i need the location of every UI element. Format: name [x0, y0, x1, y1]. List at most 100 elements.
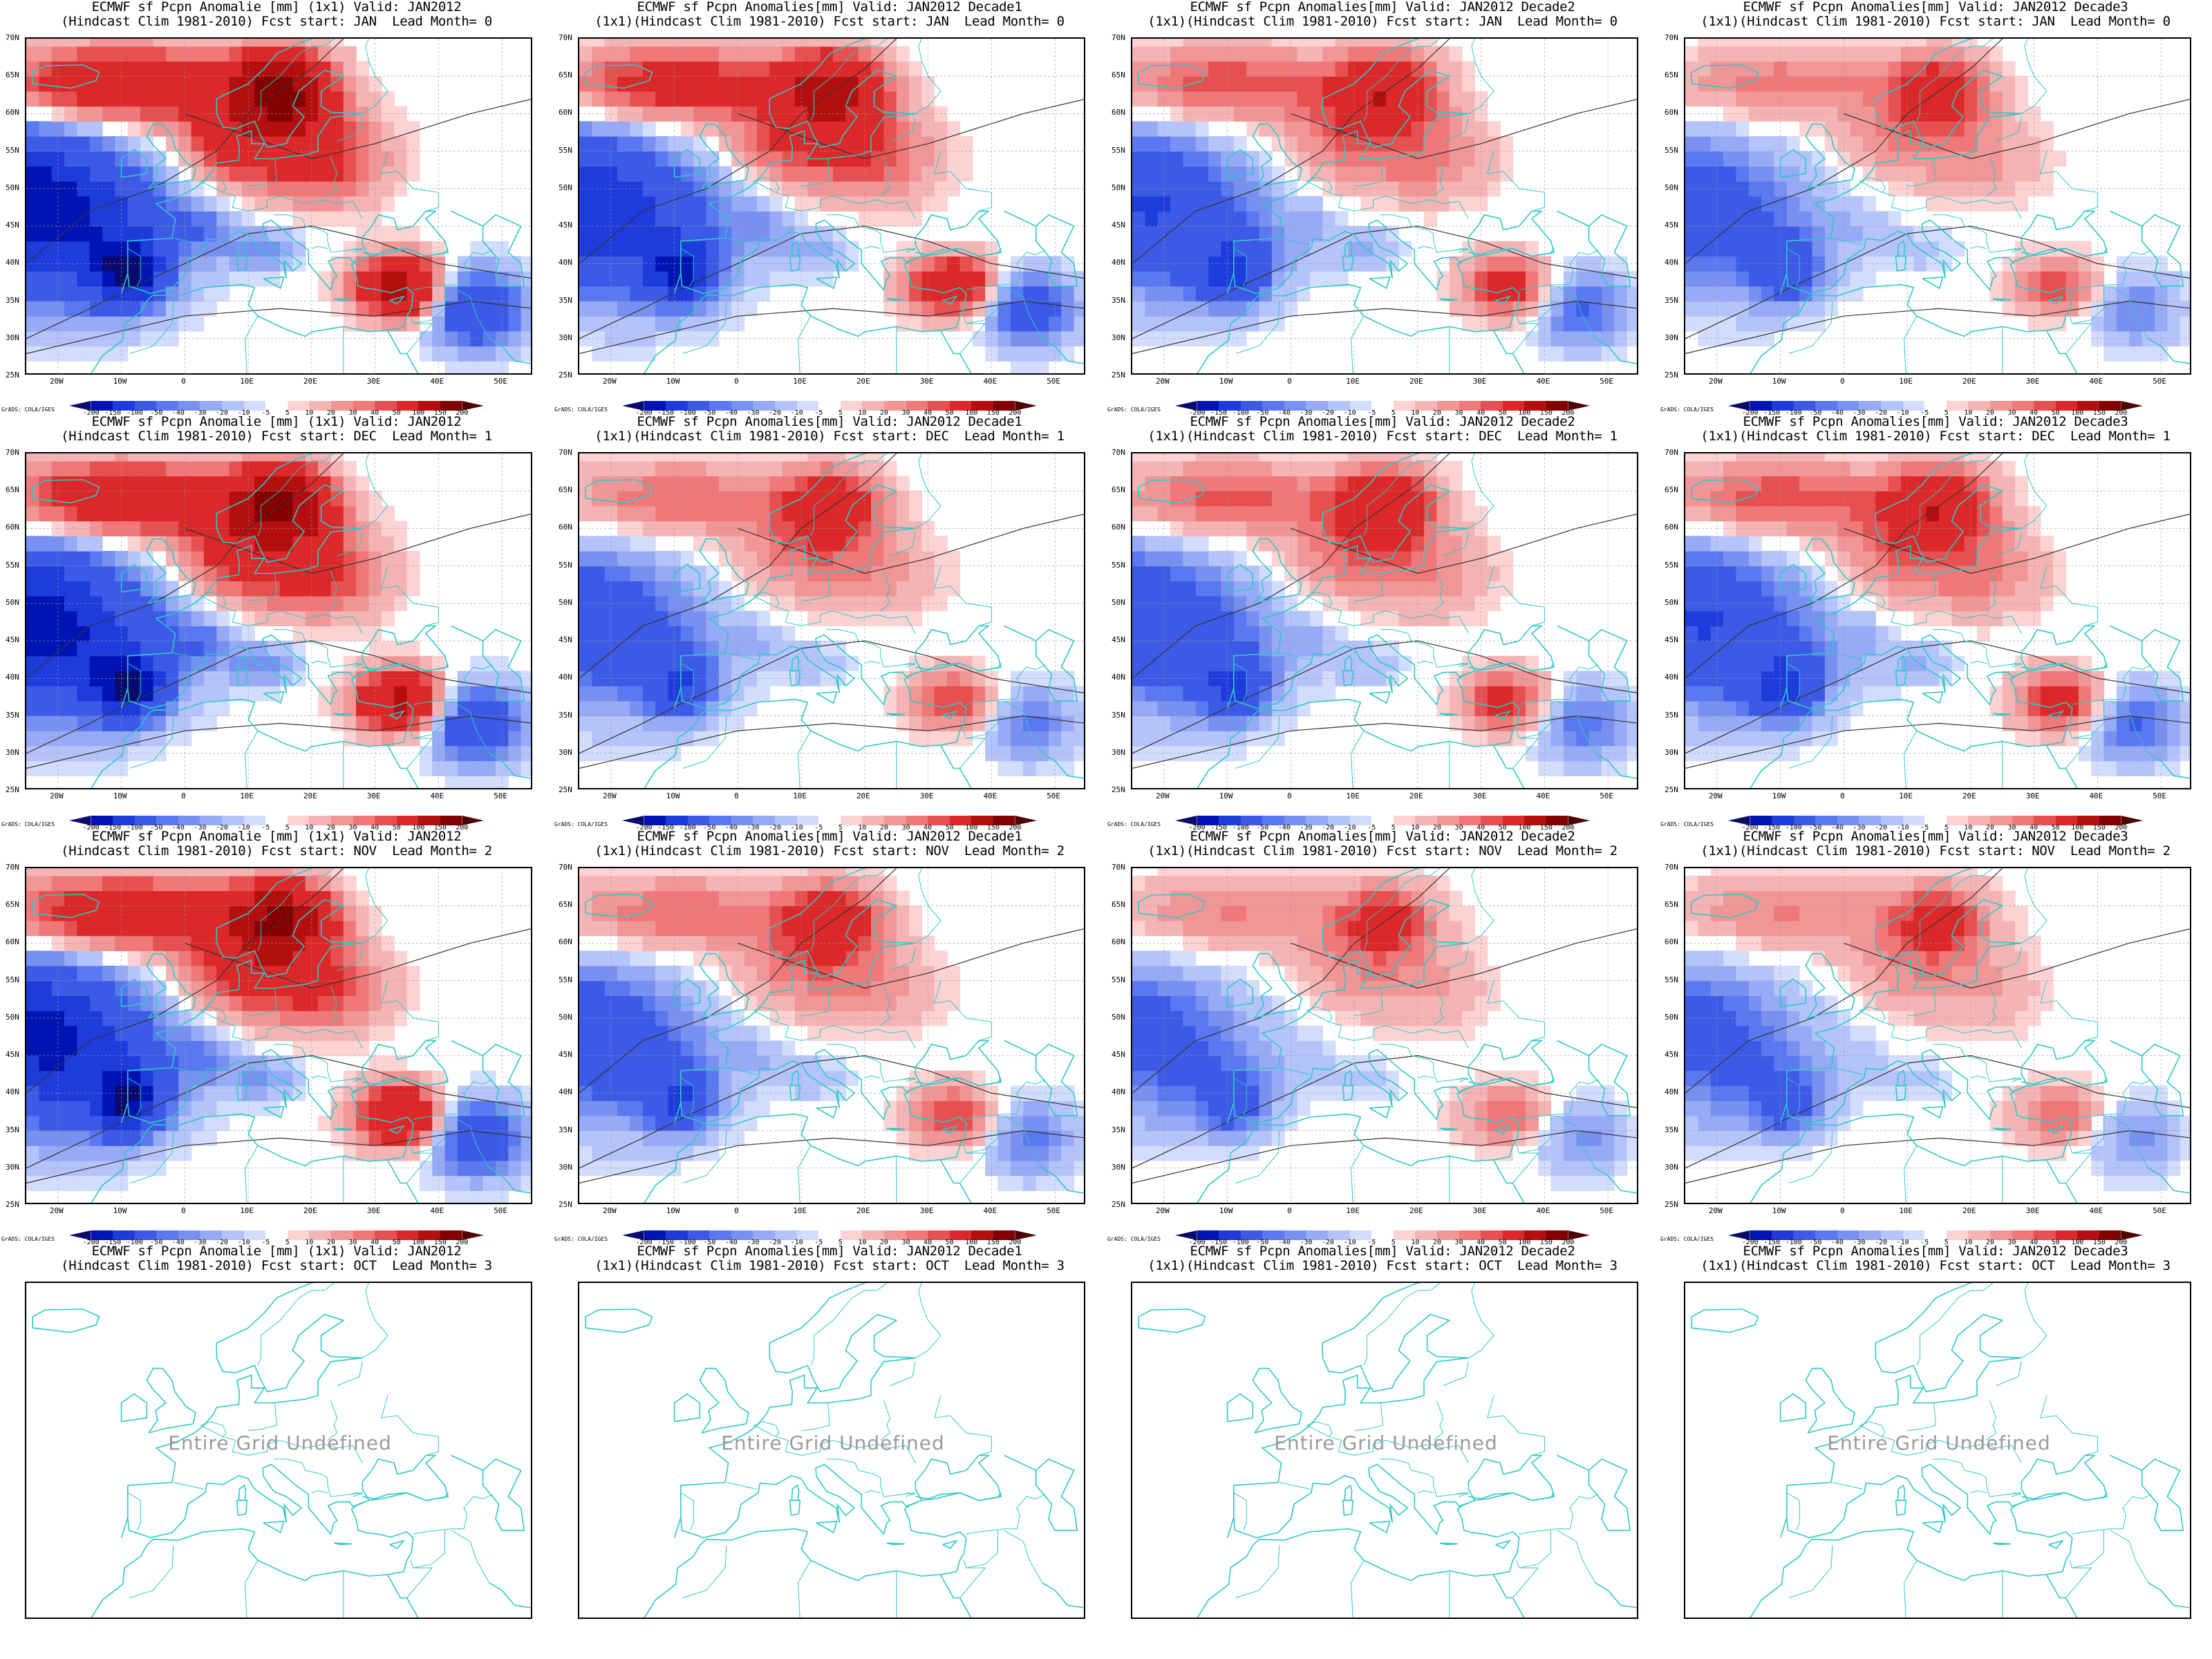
colorbar-swatch — [178, 816, 200, 825]
latitude-label: 45N — [1112, 221, 1125, 230]
colorbar-label: -50 — [703, 1239, 716, 1246]
latitude-label: 40N — [1665, 1087, 1678, 1097]
latitude-label: 70N — [6, 33, 19, 42]
climatology-contour — [1685, 868, 2003, 1094]
climatology-contour — [1685, 640, 2190, 754]
colorbar-label: -50 — [703, 409, 716, 417]
latitude-label: 65N — [1112, 485, 1125, 495]
colorbar-swatch — [2012, 1230, 2034, 1240]
latitude-label: 55N — [1665, 145, 1678, 155]
colorbar-swatch — [375, 816, 397, 825]
longitude-label: 40E — [430, 791, 444, 800]
colorbar-swatch — [113, 1230, 135, 1240]
latitude-label: 55N — [6, 975, 19, 984]
colorbar-label: -30 — [194, 409, 207, 417]
longitude-label: 10W — [1219, 377, 1233, 386]
longitude-label: 0 — [1287, 377, 1292, 386]
map-frame — [578, 867, 1085, 1204]
latitude-label: 70N — [1112, 33, 1125, 42]
colorbar-label: 200 — [2115, 1239, 2128, 1246]
colorbar-swatch — [1989, 401, 2012, 411]
colorbar-label: 30 — [2007, 1239, 2016, 1246]
longitude-label: 0 — [1287, 791, 1292, 800]
colorbar-label: 40 — [924, 1239, 932, 1246]
colorbar-swatch — [1859, 401, 1882, 411]
colorbar-label: 40 — [924, 409, 932, 417]
latitude-label: 30N — [559, 747, 572, 757]
latitude-label: 35N — [1112, 710, 1125, 720]
colorbar-swatch — [731, 816, 753, 825]
longitude-label: 40E — [2089, 1206, 2103, 1215]
colorbar-swatch — [265, 816, 288, 825]
latitude-label: 40N — [1665, 258, 1678, 268]
colorbar-swatch — [134, 1230, 157, 1240]
longitude-label: 40E — [1536, 1206, 1550, 1215]
colorbar-swatch — [906, 1230, 928, 1240]
colorbar-swatch — [1284, 1230, 1306, 1240]
colorbar-swatch — [883, 401, 906, 411]
colorbar-swatch — [156, 816, 178, 825]
colorbar-label: -40 — [1830, 1239, 1844, 1246]
latitude-label: 70N — [1112, 448, 1125, 457]
graticule — [1132, 39, 1637, 373]
borders — [127, 39, 493, 373]
colorbar-label: 150 — [1539, 409, 1553, 417]
longitude-label: 10E — [240, 377, 254, 386]
latitude-label: 70N — [559, 33, 572, 42]
colorbar-swatch — [287, 1230, 310, 1240]
climatology-contour — [26, 1130, 531, 1184]
coastlines — [1691, 39, 2190, 373]
latitude-label: 65N — [1665, 485, 1678, 495]
colorbar-label: 40 — [924, 824, 932, 832]
latitude-label: 65N — [559, 485, 572, 495]
longitude-label: 10E — [793, 1206, 807, 1215]
colorbar-swatch — [709, 1230, 731, 1240]
colorbar-swatch — [440, 816, 462, 825]
grads-credit: GrADS: COLA/IGES — [1, 406, 55, 413]
colorbar-swatch — [2034, 1230, 2056, 1240]
longitude-label: 20E — [1409, 377, 1423, 386]
latitude-label: 40N — [6, 1087, 19, 1097]
map-frame: Entire Grid Undefined — [1684, 1282, 2191, 1619]
longitude-label: 40E — [430, 1206, 444, 1215]
colorbar-swatch — [1793, 401, 1816, 411]
colorbar-swatch — [1349, 1230, 1372, 1240]
colorbar-label: -30 — [1853, 1239, 1866, 1246]
colorbar — [1728, 401, 2143, 411]
panel-title: ECMWF sf Pcpn Anomalie [mm] (1x1) Valid:… — [61, 0, 492, 29]
latitude-label: 25N — [1112, 371, 1125, 379]
colorbar-label: 200 — [456, 824, 469, 832]
colorbar-label: -150 — [1210, 824, 1228, 832]
panel-title: ECMWF sf Pcpn Anomalies[mm] Valid: JAN20… — [594, 414, 1065, 444]
longitude-label: 20W — [1708, 377, 1723, 386]
colorbar-label: -100 — [1785, 1239, 1802, 1246]
colorbar-swatch — [2034, 816, 2056, 825]
colorbar-swatch — [1924, 401, 1947, 411]
climatology-contour — [1685, 1130, 2190, 1184]
colorbar-label: -150 — [1210, 1239, 1228, 1246]
colorbar-swatch — [687, 816, 710, 825]
colorbar-label: 10 — [858, 409, 867, 417]
anomaly-field — [1132, 868, 1637, 1191]
colorbar — [622, 816, 1037, 825]
colorbar-swatch — [1219, 816, 1241, 825]
colorbar-label: -50 — [150, 1239, 163, 1246]
colorbar-label: 40 — [371, 824, 379, 832]
panel-title: ECMWF sf Pcpn Anomalies[mm] Valid: JAN20… — [594, 0, 1065, 29]
longitude-label: 0 — [734, 377, 739, 386]
latitude-label: 25N — [6, 1200, 19, 1209]
colorbar-label: -5 — [814, 1239, 823, 1246]
colorbar-swatch — [265, 1230, 288, 1240]
anomaly-field — [1685, 39, 2190, 362]
panel-title: ECMWF sf Pcpn Anomalie [mm] (1x1) Valid:… — [61, 414, 492, 444]
colorbar-label: 150 — [986, 1239, 1000, 1246]
colorbar-swatch — [91, 816, 113, 825]
colorbar-label: 30 — [1454, 824, 1463, 832]
colorbar-swatch — [666, 401, 688, 411]
colorbar-label: 20 — [326, 409, 335, 417]
longitude-label: 20W — [1155, 791, 1170, 800]
coastlines — [1691, 453, 2190, 788]
colorbar-label: -10 — [1896, 1239, 1909, 1246]
borders — [1233, 868, 1599, 1203]
forecast-panel: ECMWF sf Pcpn Anomalies[mm] Valid: JAN20… — [1659, 415, 2212, 832]
